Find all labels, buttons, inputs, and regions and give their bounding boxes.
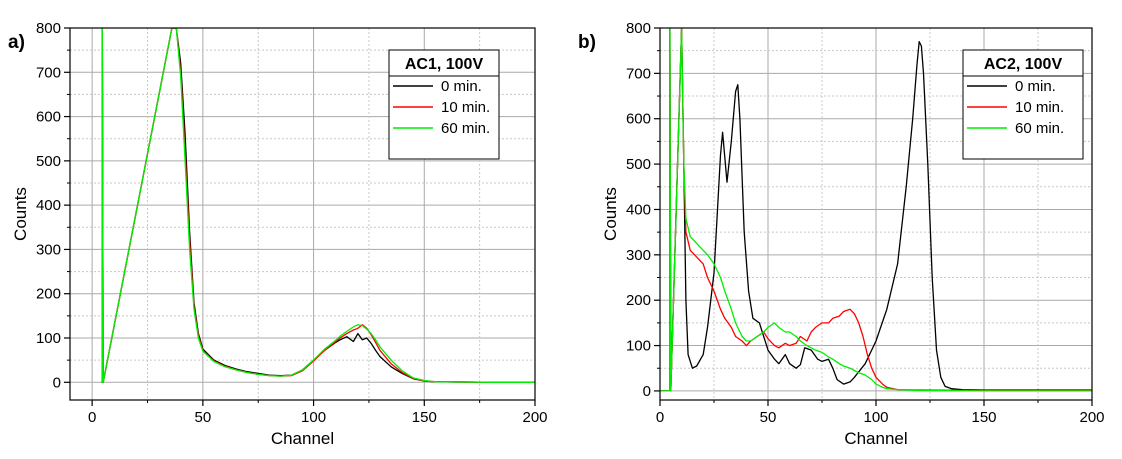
panel-label: a) [8, 32, 25, 53]
series-line-0-min [660, 28, 1092, 392]
chart-panel-a: 0 50 100 150 200 0 100 200 300 400 500 600 700 800 Cha… [8, 20, 548, 448]
y-tick-label: 600 [626, 111, 651, 128]
x-tick-label: 50 [760, 409, 777, 426]
x-tick-label: 50 [195, 409, 212, 426]
x-tick-label: 150 [412, 409, 437, 426]
plot-frame [69, 27, 536, 401]
x-tick-label: 200 [522, 409, 547, 426]
legend-b: AC2, 100V 0 min. 10 min. 60 min. [962, 49, 1084, 160]
x-tick-label: 0 [656, 409, 664, 426]
x-tick-label: 0 [88, 409, 96, 426]
legend-title: AC1, 100V [405, 56, 484, 73]
x-axis-label: Channel [271, 429, 334, 448]
y-tick-label: 300 [626, 247, 651, 264]
x-tick-label: 200 [1079, 409, 1104, 426]
x-axis-label: Channel [844, 429, 907, 448]
series-line-60-min [101, 28, 535, 383]
y-axis-label: Counts [601, 187, 620, 241]
y-tick-label: 500 [626, 156, 651, 173]
legend-label: 10 min. [441, 99, 490, 116]
series-group-a [101, 28, 535, 383]
legend-label: 0 min. [1015, 78, 1056, 95]
legend-title: AC2, 100V [984, 56, 1063, 73]
legend-label: 60 min. [1015, 120, 1064, 137]
x-tick-label: 100 [301, 409, 326, 426]
y-tick-label: 800 [36, 20, 61, 37]
legend-box [388, 49, 500, 160]
y-tick-label: 600 [36, 109, 61, 126]
y-tick-label: 200 [36, 286, 61, 303]
y-axis-label: Counts [11, 187, 30, 241]
y-tick-label: 400 [36, 197, 61, 214]
y-tick-label: 700 [36, 64, 61, 81]
legend-label: 10 min. [1015, 99, 1064, 116]
y-tick-label: 800 [626, 20, 651, 37]
legend-label: 0 min. [441, 78, 482, 95]
x-tick-label: 100 [863, 409, 888, 426]
y-tick-label: 100 [36, 330, 61, 347]
series-group-b [660, 28, 1092, 392]
chart-panel-b: 0 50 100 150 200 0 100 200 300 400 500 600 700 800 Cha… [578, 20, 1105, 448]
series-line-10-min [660, 28, 1092, 392]
legend-box [962, 49, 1084, 160]
legend-label: 60 min. [441, 120, 490, 137]
y-tick-label: 700 [626, 65, 651, 82]
y-tick-label: 200 [626, 292, 651, 309]
y-tick-label: 300 [36, 241, 61, 258]
panel-label: b) [578, 32, 596, 53]
x-tick-label: 150 [971, 409, 996, 426]
y-tick-label: 400 [626, 201, 651, 218]
legend-a: AC1, 100V 0 min. 10 min. 60 min. [388, 49, 500, 160]
y-tick-label: 0 [53, 374, 61, 391]
grid-b [659, 27, 1093, 400]
y-tick-label: 100 [626, 338, 651, 355]
y-tick-label: 0 [643, 383, 651, 400]
series-line-60-min [660, 28, 1092, 392]
y-tick-label: 500 [36, 153, 61, 170]
